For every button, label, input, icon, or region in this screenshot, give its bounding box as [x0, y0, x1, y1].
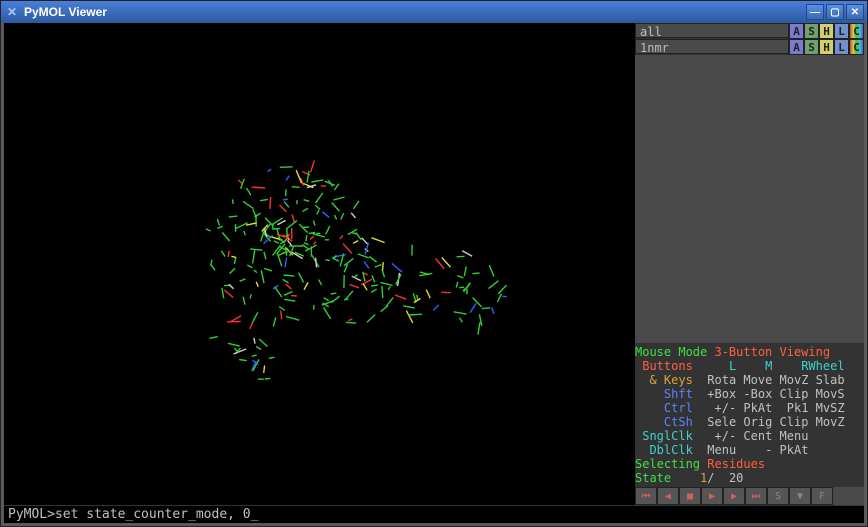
object-button-a[interactable]: A: [789, 39, 804, 55]
object-button-h[interactable]: H: [819, 23, 834, 39]
titlebar[interactable]: ✕ PyMOL Viewer — ▢ ✕: [1, 1, 867, 23]
object-button-a[interactable]: A: [789, 23, 804, 39]
object-button-s[interactable]: S: [804, 39, 819, 55]
object-button-c[interactable]: C: [849, 39, 864, 55]
object-button-l[interactable]: L: [834, 23, 849, 39]
play-button-5[interactable]: ⏭: [745, 487, 767, 505]
side-panel: allASHLC1nmrASHLC Mouse Mode 3-Button Vi…: [635, 23, 864, 505]
command-text: set state_counter_mode, 0_: [55, 507, 259, 522]
play-button-4[interactable]: ▶: [723, 487, 745, 505]
play-button-0[interactable]: ⏮: [635, 487, 657, 505]
object-name[interactable]: all: [635, 23, 789, 38]
minimize-button[interactable]: —: [806, 4, 824, 20]
object-row[interactable]: allASHLC: [635, 23, 864, 39]
object-list-space: [635, 55, 864, 343]
object-button-s[interactable]: S: [804, 23, 819, 39]
app-icon: ✕: [4, 4, 20, 20]
object-button-h[interactable]: H: [819, 39, 834, 55]
object-button-c[interactable]: C: [849, 23, 864, 39]
play-button-7[interactable]: ▼: [789, 487, 811, 505]
object-row[interactable]: 1nmrASHLC: [635, 39, 864, 55]
command-line[interactable]: PyMOL>set state_counter_mode, 0_: [4, 505, 864, 523]
play-button-6[interactable]: S: [767, 487, 789, 505]
maximize-button[interactable]: ▢: [826, 4, 844, 20]
prompt: PyMOL>: [8, 507, 55, 522]
mouse-info-panel: Mouse Mode 3-Button Viewing Buttons L M …: [635, 343, 864, 487]
object-list: allASHLC1nmrASHLC: [635, 23, 864, 55]
object-name[interactable]: 1nmr: [635, 39, 789, 54]
play-button-1[interactable]: ◀: [657, 487, 679, 505]
play-button-2[interactable]: ■: [679, 487, 701, 505]
window-title: PyMOL Viewer: [24, 5, 804, 19]
close-button[interactable]: ✕: [846, 4, 864, 20]
viewport-3d[interactable]: [4, 23, 635, 505]
play-button-8[interactable]: F: [811, 487, 833, 505]
playbar: ⏮◀■▶▶⏭S▼F: [635, 487, 864, 505]
play-button-3[interactable]: ▶: [701, 487, 723, 505]
object-button-l[interactable]: L: [834, 39, 849, 55]
molecule-render: [154, 153, 534, 403]
